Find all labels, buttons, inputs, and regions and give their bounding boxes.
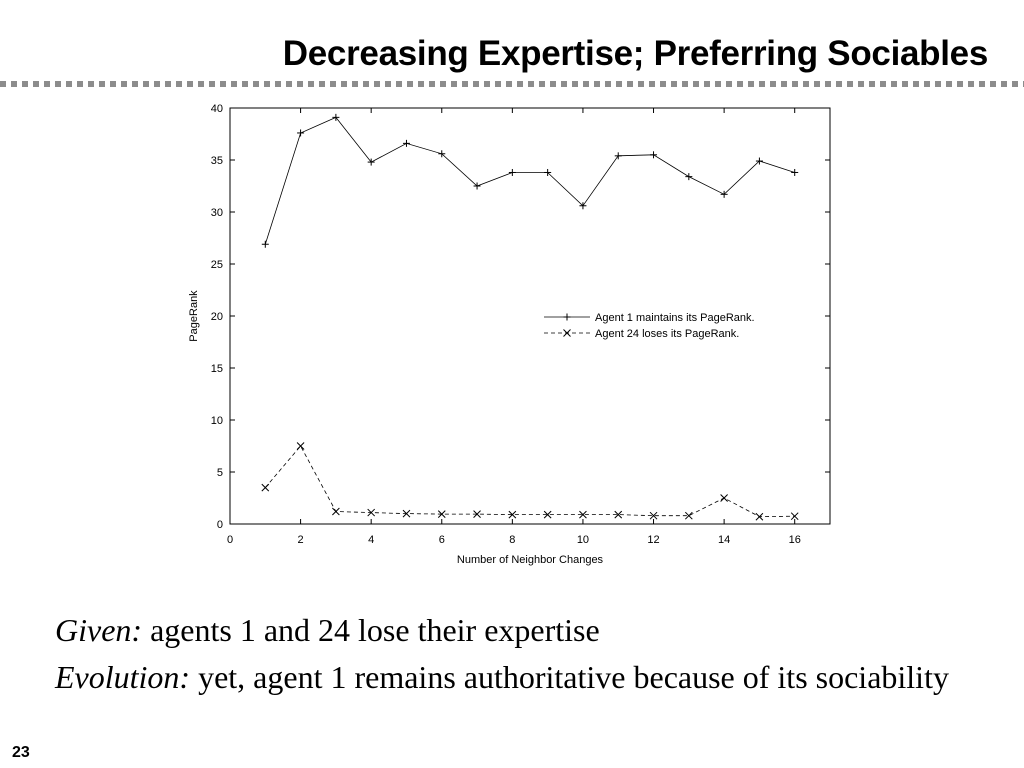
data-point-series-2: [720, 494, 728, 502]
data-point-series-2: [332, 507, 340, 516]
x-tick-label: 8: [509, 534, 515, 546]
y-tick-label: 40: [211, 103, 223, 115]
legend-label-2: Agent 24 loses its PageRank.: [595, 328, 739, 340]
x-tick-label: 10: [577, 534, 589, 546]
x-tick-label: 2: [298, 534, 304, 546]
cross-marker-b: [579, 510, 587, 519]
cross-marker-b: [543, 510, 552, 519]
data-point-series-2: [508, 510, 517, 519]
cross-marker-b: [684, 511, 693, 520]
x-tick-label: 0: [227, 534, 233, 546]
cross-marker-b: [261, 483, 270, 492]
given-text: agents 1 and 24 lose their expertise: [142, 612, 600, 648]
axis-ticks: 0 2 4 6 8 10 12 14 16 0 5 10 15 20 25 30 35 40: [211, 103, 830, 546]
cross-marker-b: [473, 510, 481, 518]
x-tick-label: 6: [439, 534, 445, 546]
cross-marker-b: [790, 512, 799, 521]
cross-marker-b: [755, 512, 764, 521]
data-point-series-2: [367, 508, 376, 517]
x-tick-label: 4: [368, 534, 374, 546]
series-group: [261, 113, 799, 521]
data-point-series-1: [367, 158, 375, 166]
cross-marker-b: [563, 329, 571, 337]
given-label: Given:: [55, 612, 143, 648]
evolution-text: yet, agent 1 remains authoritative becau…: [190, 659, 949, 695]
data-point-series-1: [685, 173, 693, 181]
data-point-series-1: [614, 152, 622, 160]
data-point-series-1: [720, 190, 728, 198]
data-point-series-1: [544, 168, 552, 176]
data-point-series-1: [755, 157, 763, 165]
data-point-series-1: [473, 182, 481, 190]
cross-marker-b: [437, 510, 446, 518]
data-point-series-2: [473, 510, 481, 518]
data-point-series-1: [261, 240, 269, 248]
y-tick-label: 20: [211, 311, 223, 323]
data-point-series-2: [261, 483, 270, 492]
data-point-series-2: [579, 510, 587, 519]
pagerank-line-chart: 0 2 4 6 8 10 12 14 16 0 5 10 15 20 25 30 35 40 Agent 1 ma…: [188, 103, 831, 566]
legend: Agent 1 maintains its PageRank. Agent 24 …: [544, 312, 755, 340]
data-point-series-1: [438, 150, 446, 158]
x-tick-label: 14: [718, 534, 730, 546]
evolution-label: Evolution:: [55, 659, 191, 695]
x-tick-label: 16: [789, 534, 801, 546]
data-point-series-2: [614, 510, 623, 519]
x-axis-label: Number of Neighbor Changes: [457, 554, 604, 566]
cross-marker-b: [296, 442, 305, 450]
y-tick-label: 25: [211, 259, 223, 271]
y-tick-label: 5: [217, 467, 223, 479]
y-tick-label: 35: [211, 155, 223, 167]
cross-marker-b: [367, 508, 376, 517]
cross-marker-b: [649, 511, 658, 520]
y-tick-label: 30: [211, 207, 223, 219]
title-divider: [0, 81, 1024, 87]
series-line-2: [264, 445, 795, 518]
caption: Given: agents 1 and 24 lose their expert…: [55, 607, 1005, 701]
y-tick-label: 0: [217, 519, 223, 531]
data-point-series-2: [296, 442, 305, 450]
y-tick-label: 10: [211, 415, 223, 427]
y-tick-label: 15: [211, 363, 223, 375]
legend-label-1: Agent 1 maintains its PageRank.: [595, 312, 755, 324]
data-point-series-2: [543, 510, 552, 519]
legend-marker-2: [563, 329, 571, 337]
cross-marker-b: [720, 494, 728, 502]
cross-marker-b: [402, 509, 411, 518]
data-point-series-1: [332, 113, 340, 121]
data-point-series-1: [402, 139, 410, 147]
data-point-series-1: [297, 129, 305, 137]
cross-marker-b: [508, 510, 517, 519]
data-point-series-2: [755, 512, 764, 521]
cross-marker-b: [614, 510, 623, 519]
legend-marker-1: [563, 313, 571, 321]
data-point-series-1: [650, 151, 658, 159]
x-tick-label: 12: [647, 534, 659, 546]
data-point-series-1: [791, 168, 799, 176]
data-point-series-2: [402, 509, 411, 518]
y-axis-label: PageRank: [188, 290, 200, 342]
caption-evolution: Evolution: yet, agent 1 remains authorit…: [55, 654, 1005, 701]
data-point-series-2: [684, 511, 693, 520]
slide-title: Decreasing Expertise; Preferring Sociabl…: [282, 34, 989, 73]
cross-marker-b: [332, 507, 340, 516]
data-point-series-1: [579, 202, 587, 210]
slide-number: 23: [12, 744, 30, 761]
caption-given: Given: agents 1 and 24 lose their expert…: [55, 607, 1005, 654]
data-point-series-2: [790, 512, 799, 521]
data-point-series-1: [508, 168, 516, 176]
series-line-1: [264, 116, 795, 245]
data-point-series-2: [437, 510, 446, 518]
data-point-series-2: [649, 511, 658, 520]
